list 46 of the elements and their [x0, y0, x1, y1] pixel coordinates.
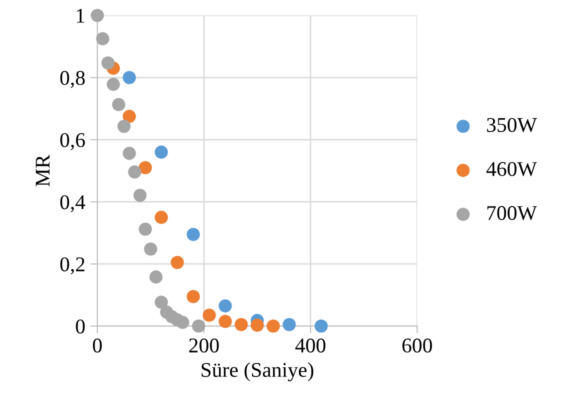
legend-label: 350W: [487, 118, 537, 132]
point: [122, 70, 136, 84]
point: [218, 299, 232, 312]
point: [117, 120, 131, 133]
point: [186, 228, 200, 242]
point: [154, 296, 168, 309]
legend-label: 700W: [487, 206, 537, 220]
y-tick-label: 1: [76, 8, 84, 23]
point: [234, 318, 248, 332]
point: [192, 320, 206, 333]
point: [112, 98, 126, 112]
point: [101, 56, 115, 70]
point: [250, 318, 264, 332]
point: [138, 222, 152, 236]
x-tick-label: 200: [189, 338, 219, 353]
point: [186, 290, 200, 304]
point: [144, 242, 158, 256]
legend-label: 460W: [486, 162, 537, 176]
point: [202, 308, 216, 322]
y-axis-title: MR: [36, 154, 50, 186]
point: [138, 161, 152, 174]
x-tick-label: 0: [92, 338, 102, 353]
y-tick-label: 0,2: [60, 257, 84, 274]
x-tick-label: 600: [402, 338, 432, 353]
point: [133, 188, 147, 202]
y-tick-label: 0,6: [60, 133, 85, 150]
point: [314, 320, 328, 333]
point: [154, 210, 168, 224]
point: [149, 270, 163, 284]
point: [266, 320, 280, 333]
point: [170, 256, 184, 269]
point: [128, 165, 142, 179]
point: [154, 146, 168, 159]
point: [122, 110, 136, 123]
point: [106, 78, 120, 91]
x-tick-label: 400: [295, 338, 326, 353]
point: [96, 32, 110, 46]
y-tick-label: 0,4: [60, 195, 86, 212]
y-tick-label: 0: [76, 319, 85, 334]
point: [282, 318, 296, 332]
point: [90, 8, 104, 22]
point: [122, 146, 136, 160]
point: [176, 316, 190, 329]
x-axis-title: Süre (Saniye): [202, 362, 314, 382]
y-tick-label: 0,8: [60, 70, 85, 88]
point: [218, 314, 232, 328]
